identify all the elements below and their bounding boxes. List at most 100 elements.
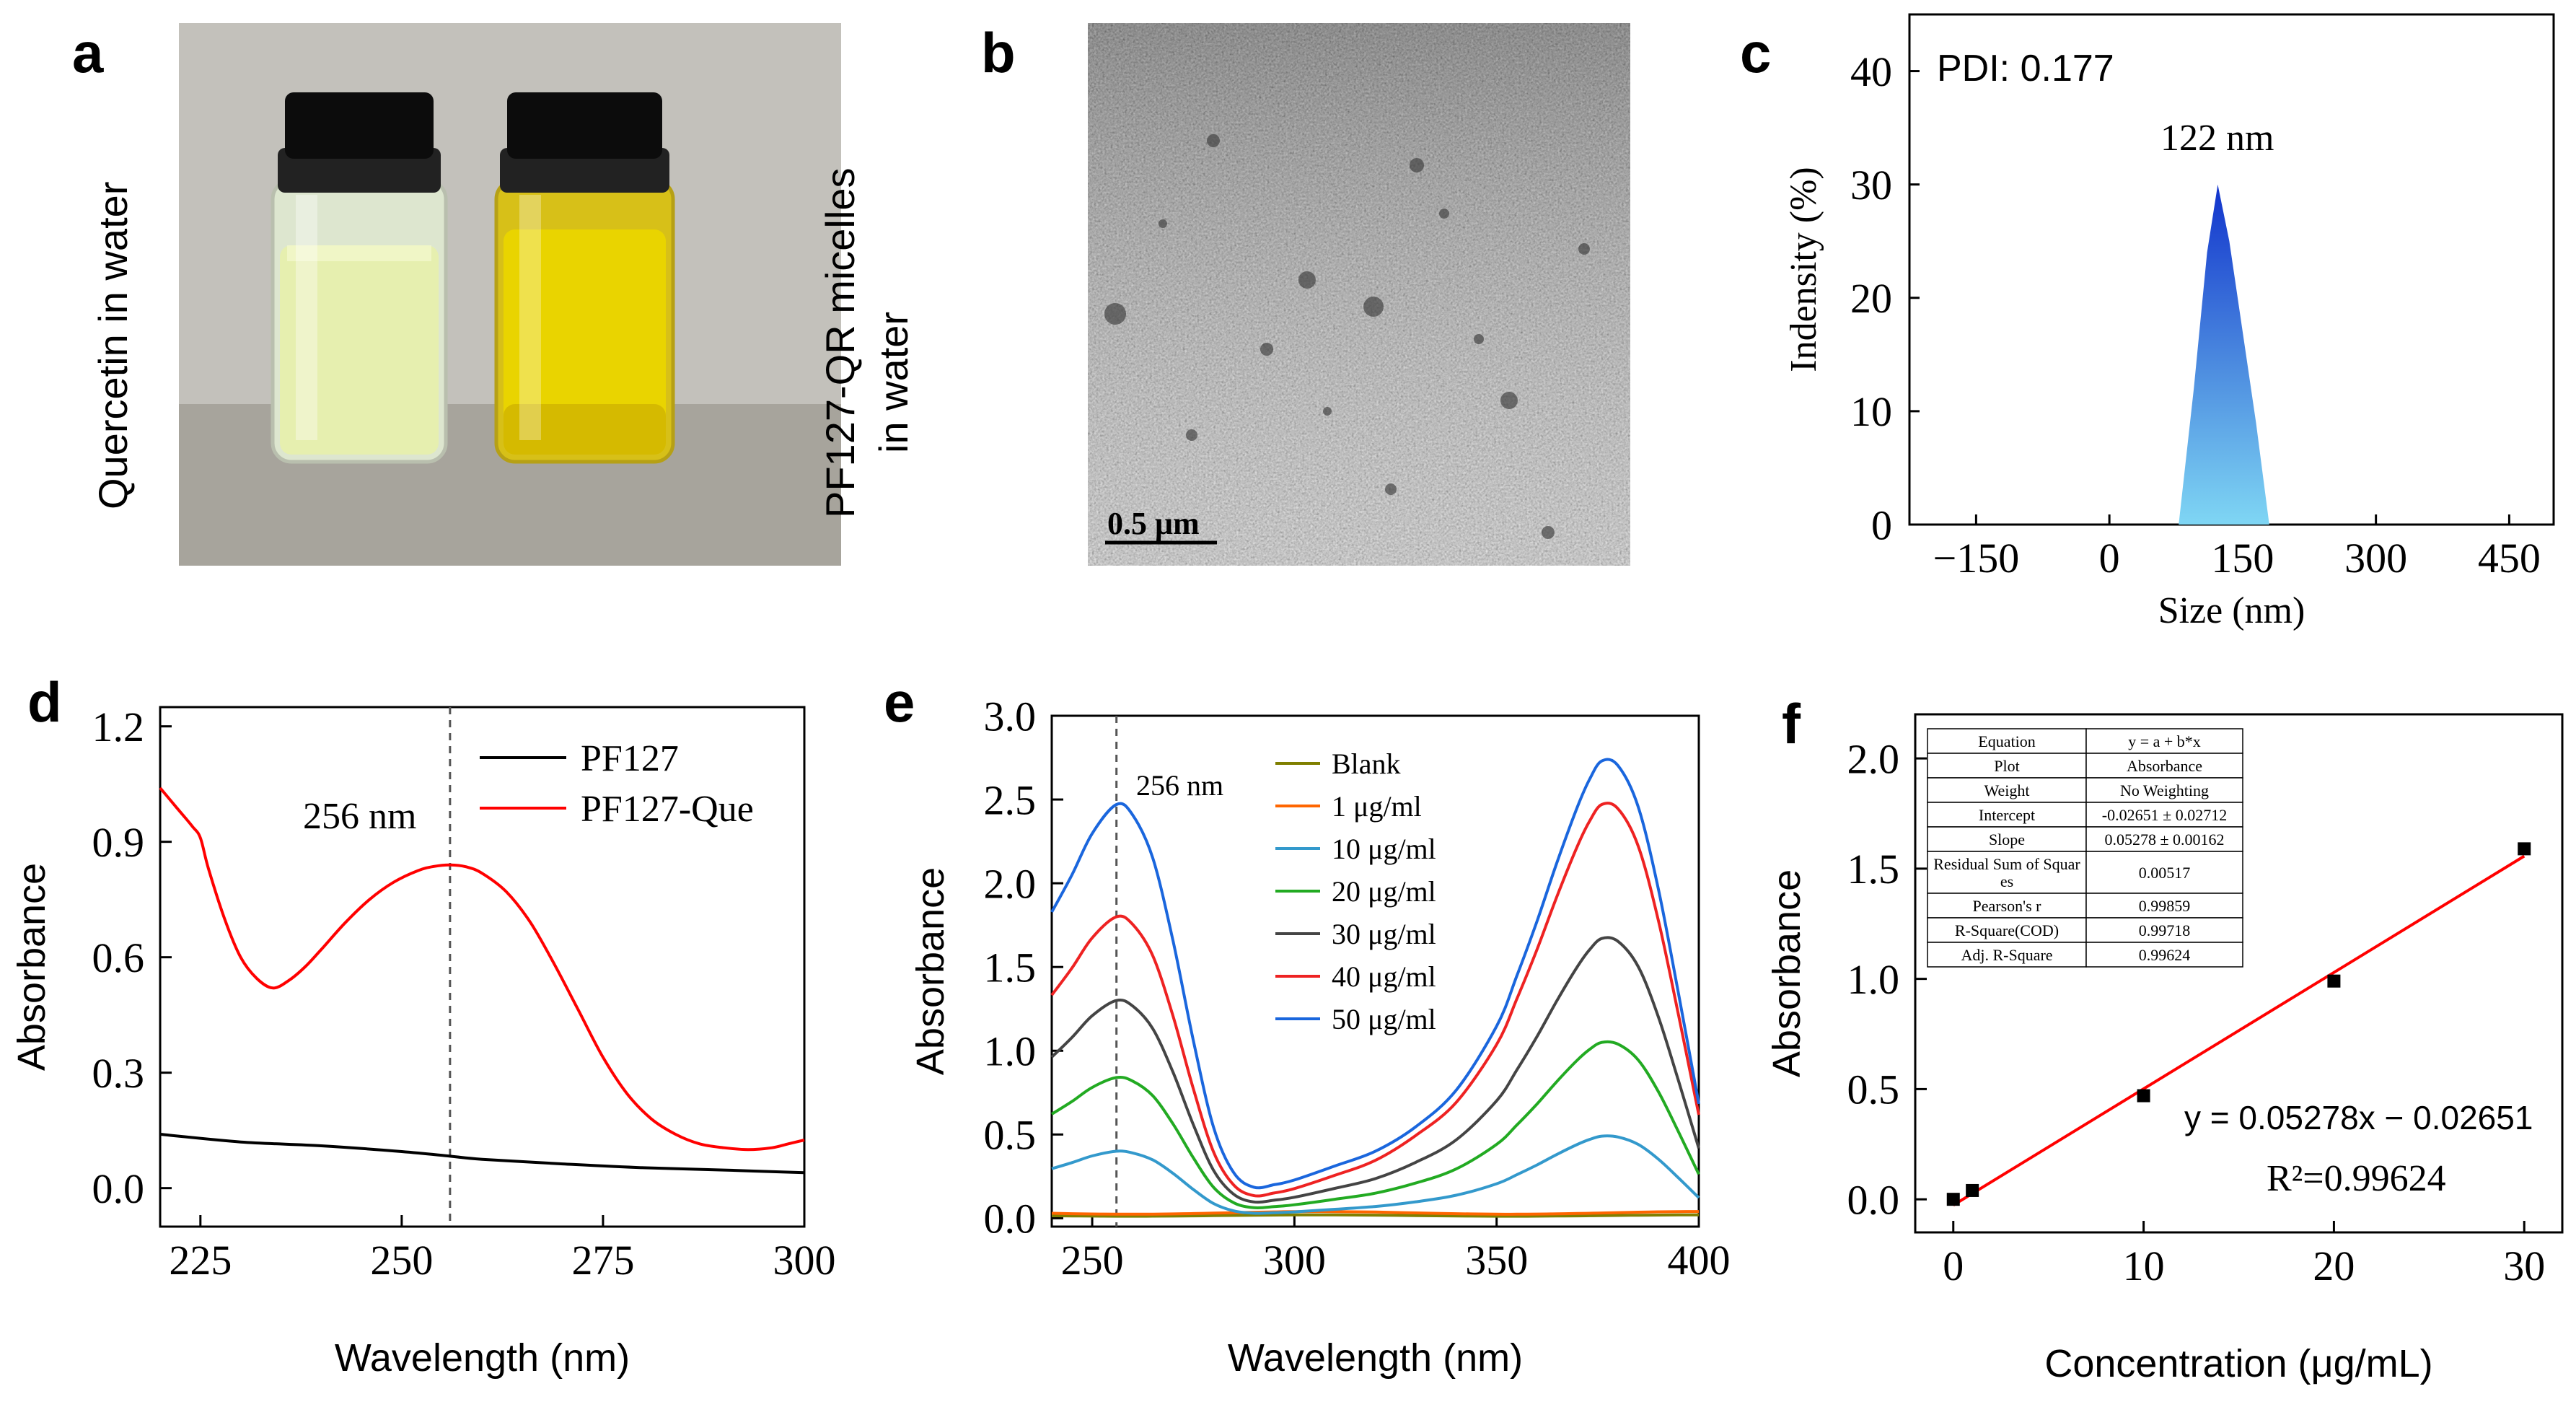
panel-letter-d: d [27,670,62,734]
fit-table-cell [2085,893,2243,919]
fit-table-label: Slope [1989,830,2025,849]
e-legend-label: 50 μg/ml [1332,1003,1436,1035]
x-tick-label: 450 [2478,535,2541,582]
fit-table-label: Equation [1978,732,2035,750]
fit-table-cell [1927,826,2087,852]
label-pf127-micelles-line2: in water [871,312,916,453]
x-tick-label: 150 [2211,535,2274,582]
x-tick-label: 30 [2503,1242,2545,1289]
y-tick-label: 0.0 [92,1165,145,1212]
y-tick-label: 10 [1850,388,1892,435]
fit-equation: y = 0.05278x − 0.02651 [2184,1099,2533,1136]
dls-chart: PDI: 0.177 122 nm −150 0 150 300 450 0 10 20 30 4… [1783,13,2555,631]
y-axis-label: Absorbance [909,867,952,1075]
e-legend-label: 1 μg/ml [1332,790,1422,823]
fit-table-cell [2085,777,2243,803]
x-tick-label: 10 [2123,1242,2165,1289]
d-legend-label: PF127 [581,738,679,779]
fit-table-cell [1927,917,2087,943]
e-plot-frame [1050,714,1700,1228]
y-tick-label: 0.0 [1847,1176,1900,1223]
panel-letter-c: c [1740,21,1771,84]
dls-peak-label: 122 nm [2160,118,2274,159]
x-tick-label: 300 [773,1237,836,1284]
y-tick-label: 0.5 [984,1112,1037,1159]
y-tick-label: 1.5 [1847,846,1900,893]
e-series-line-0 [1051,1213,1699,1218]
d-legend-label: PF127-Que [581,789,754,830]
x-tick-label: −150 [1933,535,2020,582]
y-axis-label: Absorbance [1765,869,1808,1077]
e-legend-label: Blank [1332,748,1401,780]
y-tick-label: 30 [1850,162,1892,209]
fit-table-value: 0.00517 [2139,864,2191,882]
fit-table-cell [2085,942,2243,968]
d-series-pf127 [159,1133,805,1175]
fit-table-cell [2085,917,2243,943]
e-series-line-4 [1050,936,1700,1204]
d-plot-frame [159,706,806,1228]
panel-letter-a: a [72,21,104,84]
e-series-line-6 [1050,758,1700,1190]
fit-line [1952,854,2526,1206]
y-tick-label: 0.5 [1847,1066,1900,1113]
d-series-pf127-que [159,786,805,1152]
fit-table-value: 0.05278 ± 0.00162 [2104,830,2224,849]
fit-table-value: -0.02651 ± 0.02712 [2102,806,2227,824]
y-tick-label: 1.5 [984,944,1037,991]
x-axis-label: Wavelength (nm) [335,1336,630,1380]
y-tick-label: 0 [1871,501,1892,548]
fit-table-cell [1927,851,2087,894]
y-tick-label: 0.6 [92,934,145,981]
pdi-label: PDI: 0.177 [1937,48,2114,89]
y-tick-label: 2.0 [984,860,1037,907]
fit-parameters-table: Equation y = a + b*x Plot Absorbance Weight N… [1927,728,2243,968]
fit-table-cell [1927,893,2087,919]
e-legend-label: 10 μg/ml [1332,833,1436,865]
d-peak-label: 256 nm [303,796,416,837]
x-axis-label: Concentration (μg/mL) [2044,1342,2432,1385]
panel-letter-f: f [1782,692,1801,755]
fit-table-cell [2085,851,2243,894]
fit-table-value: No Weighting [2120,781,2209,799]
e-series-line-2 [1051,1134,1700,1215]
y-axis-label: Absorbance [10,863,53,1071]
fit-table-label: Pearson's r [1972,897,2041,915]
fit-table-value: y = a + b*x [2128,732,2201,750]
fit-table-label: Weight [1984,781,2030,799]
y-axis-label: Indensity (%) [1783,167,1824,372]
fit-table-label: Adj. R-Square [1961,946,2052,964]
scale-bar-label: 0.5 μm [1107,506,1200,541]
x-tick-label: 400 [1668,1237,1731,1284]
label-quercetin-water: Quercetin in water [90,182,136,509]
y-tick-label: 1.2 [92,704,145,750]
e-peak-label: 256 nm [1136,769,1223,802]
fit-table-cell [1927,728,2087,754]
y-tick-label: 20 [1850,275,1892,322]
fit-table-label: Residual Sum of Squar es [1933,855,2080,890]
x-tick-label: 250 [1061,1237,1124,1284]
x-tick-label: 350 [1465,1237,1528,1284]
e-legend-label: 40 μg/ml [1332,960,1436,993]
fit-table-cell [2085,728,2243,754]
fit-table-cell [2085,753,2243,779]
e-series-line-5 [1050,802,1700,1198]
y-tick-label: 3.0 [984,693,1037,740]
data-point [1946,1193,1960,1206]
fit-table-cell [1927,753,2087,779]
x-axis-label: Size (nm) [2158,590,2305,631]
fit-table-cell [1927,942,2087,968]
x-tick-label: 275 [571,1237,634,1284]
x-tick-label: 20 [2313,1242,2355,1289]
data-point [2518,842,2531,856]
uv-spectrum-d: 256 nm 225 250 275 300 0.0 0.3 0.6 0.9 1.2 Wavele… [10,704,836,1380]
fit-table-cell [2085,826,2243,852]
e-legend-label: 30 μg/ml [1332,918,1436,950]
y-tick-label: 40 [1850,48,1892,95]
fit-table-label: Plot [1994,757,2019,775]
data-point [2137,1089,2150,1103]
x-tick-label: 300 [1263,1237,1326,1284]
panel-letter-e: e [884,670,915,734]
fit-table-label: Intercept [1979,806,2035,824]
y-tick-label: 0.3 [92,1050,145,1097]
